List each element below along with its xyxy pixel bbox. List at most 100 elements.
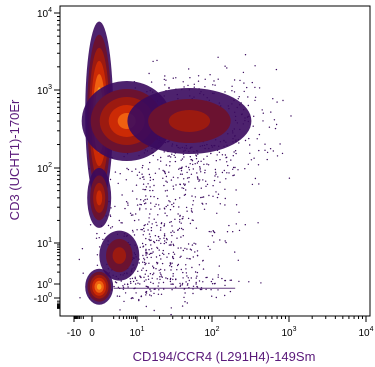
scatter-point xyxy=(279,143,280,144)
scatter-point xyxy=(245,224,246,225)
scatter-point xyxy=(143,179,144,180)
scatter-point xyxy=(231,280,232,281)
scatter-point xyxy=(212,279,213,280)
scatter-point xyxy=(159,168,160,169)
scatter-point xyxy=(172,257,173,258)
scatter-point xyxy=(124,208,125,209)
scatter-point xyxy=(132,278,133,279)
scatter-point xyxy=(233,155,234,156)
scatter-point xyxy=(213,231,214,232)
scatter-point xyxy=(153,179,154,180)
scatter-point xyxy=(180,256,181,257)
scatter-point xyxy=(191,208,192,209)
scatter-point xyxy=(219,265,220,266)
scatter-point xyxy=(199,264,200,265)
scatter-point xyxy=(164,208,165,209)
scatter-point xyxy=(186,172,187,173)
scatter-point xyxy=(150,236,151,237)
scatter-point xyxy=(156,60,157,61)
scatter-point xyxy=(177,177,178,178)
scatter-point xyxy=(162,178,163,179)
scatter-point xyxy=(139,262,140,263)
scatter-point xyxy=(237,169,238,170)
scatter-point xyxy=(253,116,254,117)
scatter-point xyxy=(222,172,223,173)
scatter-point xyxy=(164,151,165,152)
scatter-point xyxy=(225,240,226,241)
scatter-point xyxy=(143,184,144,185)
scatter-point xyxy=(173,252,174,253)
scatter-point xyxy=(165,190,166,191)
scatter-point xyxy=(127,286,128,287)
scatter-point xyxy=(204,86,205,87)
scatter-point xyxy=(157,198,158,199)
scatter-point xyxy=(289,178,290,179)
scatter-point xyxy=(153,273,154,274)
scatter-point xyxy=(96,233,97,234)
scatter-point xyxy=(147,224,148,225)
scatter-point xyxy=(249,144,250,145)
scatter-point xyxy=(181,187,182,188)
scatter-point xyxy=(201,289,202,290)
scatter-point xyxy=(145,244,146,245)
scatter-point xyxy=(217,57,218,58)
scatter-point xyxy=(186,248,187,249)
scatter-point xyxy=(157,278,158,279)
scatter-point xyxy=(182,158,183,159)
scatter-point xyxy=(142,255,143,256)
scatter-point xyxy=(145,202,146,203)
scatter-point xyxy=(262,109,263,110)
scatter-point xyxy=(182,272,183,273)
scatter-point xyxy=(187,284,188,285)
scatter-point xyxy=(118,183,119,184)
scatter-point xyxy=(186,258,187,259)
scatter-point xyxy=(172,230,173,231)
scatter-point xyxy=(179,221,180,222)
scatter-point xyxy=(244,168,245,169)
scatter-point xyxy=(214,283,215,284)
scatter-point xyxy=(165,181,166,182)
scatter-point xyxy=(123,289,124,290)
scatter-point xyxy=(252,184,253,185)
scatter-point xyxy=(147,183,148,184)
scatter-point xyxy=(180,286,181,287)
scatter-point xyxy=(142,262,143,263)
scatter-point xyxy=(203,158,204,159)
scatter-point xyxy=(173,244,174,245)
scatter-point xyxy=(179,197,180,198)
scatter-point xyxy=(214,180,215,181)
scatter-point xyxy=(169,165,170,166)
scatter-point xyxy=(245,140,246,141)
scatter-point xyxy=(191,277,192,278)
scatter-point xyxy=(209,231,210,232)
scatter-point xyxy=(200,171,201,172)
scatter-point xyxy=(173,284,174,285)
scatter-point xyxy=(175,77,176,78)
scatter-point xyxy=(173,245,174,246)
scatter-point xyxy=(181,170,182,171)
scatter-point xyxy=(169,265,170,266)
scatter-point xyxy=(151,295,152,296)
scatter-point xyxy=(145,238,146,239)
scatter-point xyxy=(115,171,116,172)
scatter-point xyxy=(253,126,254,127)
scatter-point xyxy=(121,194,122,195)
scatter-point xyxy=(213,80,214,81)
scatter-point xyxy=(194,188,195,189)
scatter-point xyxy=(180,285,181,286)
scatter-point xyxy=(140,199,141,200)
scatter-point xyxy=(179,219,180,220)
scatter-point xyxy=(135,283,136,284)
scatter-point xyxy=(134,220,135,221)
x-tick-label: 104 xyxy=(358,326,373,339)
scatter-point xyxy=(144,189,145,190)
scatter-point xyxy=(179,168,180,169)
scatter-point xyxy=(158,204,159,205)
scatter-point xyxy=(162,263,163,264)
scatter-point xyxy=(282,153,283,154)
scatter-point xyxy=(238,142,239,143)
scatter-point xyxy=(151,253,152,254)
scatter-point xyxy=(156,225,157,226)
scatter-point xyxy=(158,289,159,290)
scatter-point xyxy=(194,84,195,85)
